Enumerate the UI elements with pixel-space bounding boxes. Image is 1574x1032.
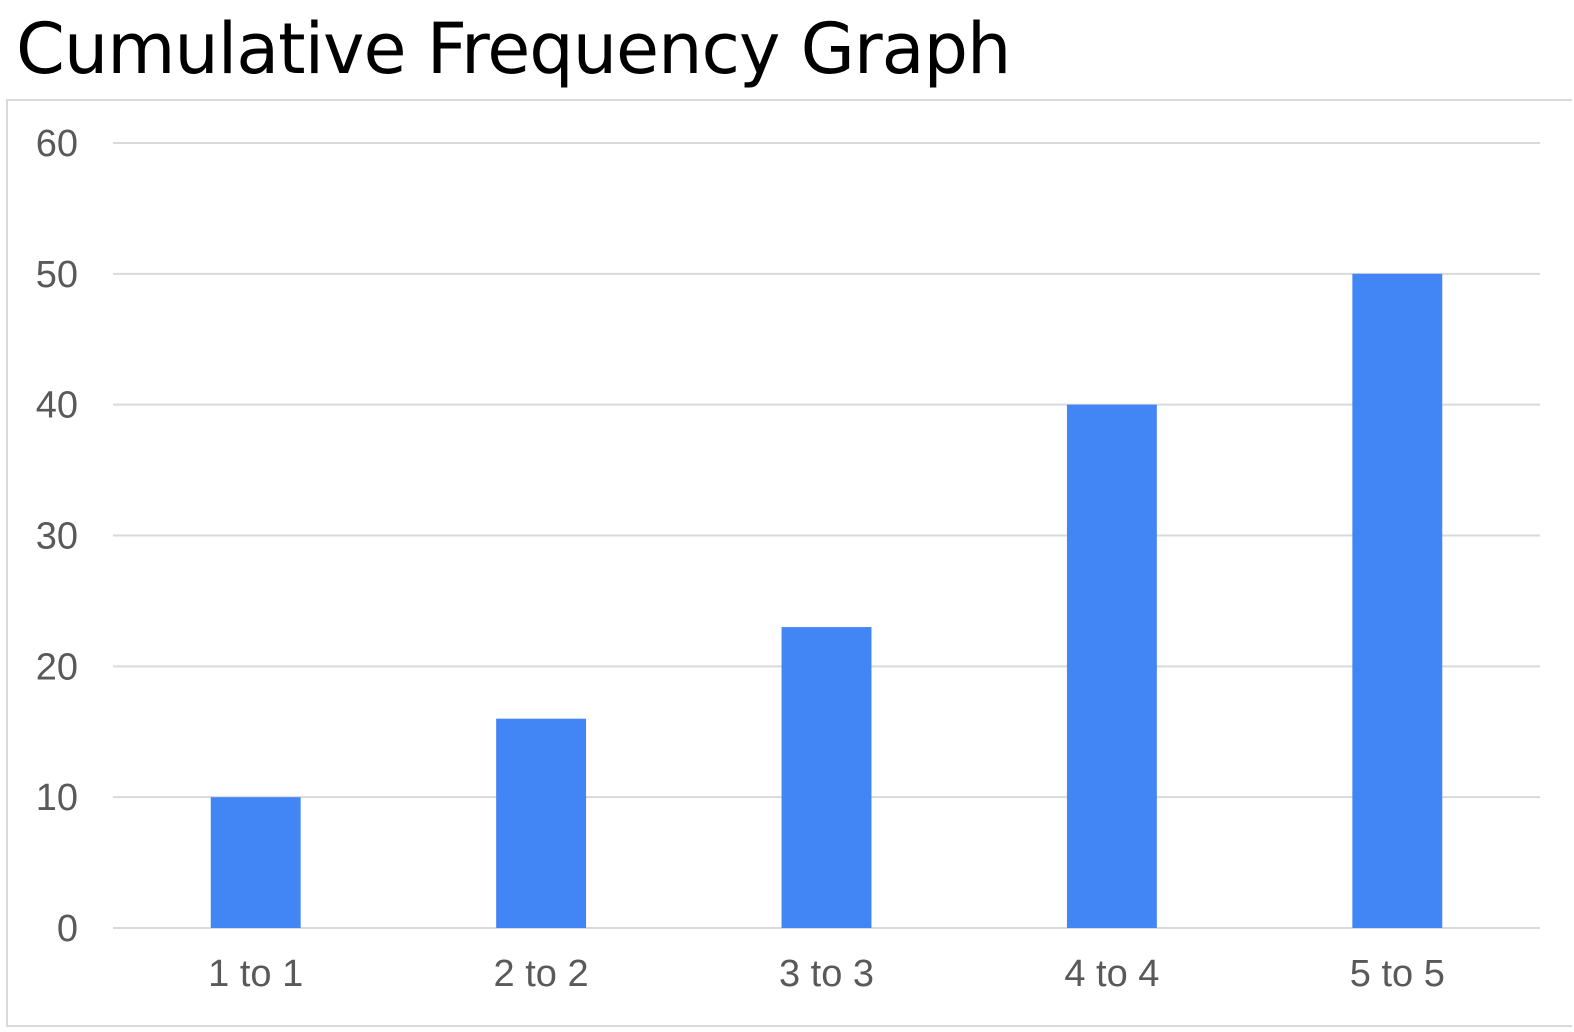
bar-4: [1066, 404, 1157, 929]
bars: [210, 273, 1443, 929]
x-tick-label: 4 to 4: [1064, 953, 1159, 995]
y-axis-ticks: 0 10 20 30 40 50 60: [36, 123, 78, 950]
y-tick-label: 20: [36, 646, 78, 688]
bar-1: [210, 797, 301, 928]
bar-2: [496, 718, 587, 928]
y-tick-label: 60: [36, 123, 78, 165]
y-tick-label: 0: [57, 908, 78, 950]
y-tick-label: 10: [36, 777, 78, 819]
x-tick-label: 2 to 2: [494, 953, 589, 995]
chart-frame: [6, 99, 1572, 1027]
y-tick-label: 40: [36, 385, 78, 427]
x-tick-label: 1 to 1: [208, 953, 303, 995]
x-tick-label: 5 to 5: [1350, 953, 1445, 995]
y-tick-label: 30: [36, 516, 78, 558]
y-tick-label: 50: [36, 254, 78, 296]
bar-5: [1352, 273, 1443, 928]
bar-3: [781, 627, 872, 928]
x-tick-label: 3 to 3: [779, 953, 874, 995]
x-axis-ticks: 1 to 1 2 to 2 3 to 3 4 to 4 5 to 5: [208, 953, 1445, 995]
chart-title: Cumulative Frequency Graph: [16, 8, 1011, 90]
